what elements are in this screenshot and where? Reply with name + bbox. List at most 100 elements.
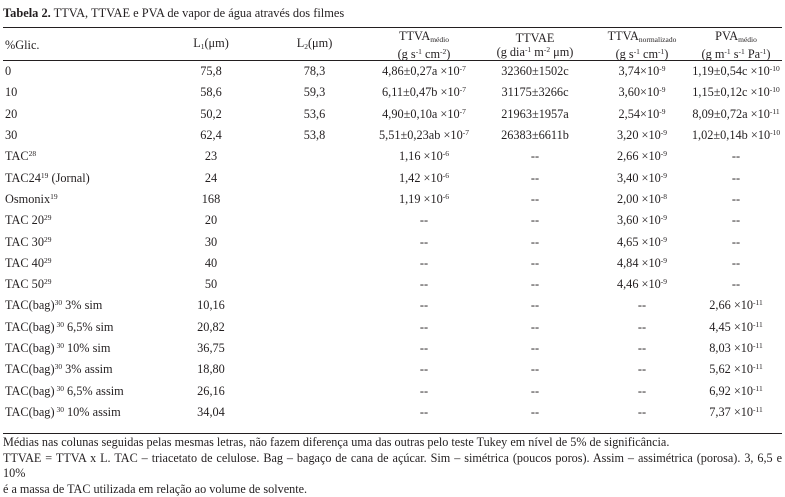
cell-pva-value: 1,02±0,14b ×10 — [692, 128, 770, 142]
cell-sample: TAC(bag)30 3% assim — [3, 359, 145, 380]
cell-ttva: 1,19 ×10-6 — [372, 189, 476, 210]
cell-l1-value: 62,4 — [200, 128, 222, 142]
cell-ttvan-exponent: -9 — [661, 171, 667, 180]
cell-ttva-value: -- — [420, 298, 428, 312]
cell-ttvan: -- — [594, 402, 690, 423]
cell-ttvan-value: -- — [638, 384, 646, 398]
cell-ttvan-value: 3,20 ×10 — [617, 128, 661, 142]
cell-sample-suffix: (Jornal) — [48, 171, 89, 185]
header-l2-unit: (μm) — [308, 36, 332, 50]
cell-ttva-value: -- — [420, 277, 428, 291]
cell-ttvan: 2,66 ×10-9 — [594, 146, 690, 167]
cell-l2 — [257, 167, 372, 188]
header-pva-text: PVA — [715, 29, 738, 43]
header-row: %Glic. L1(μm) L2(μm) TTVAmédio(g s-1 cm-… — [3, 30, 782, 61]
cell-sample-suffix: 10% assim — [64, 405, 121, 419]
cell-pva: 8,03 ×10-11 — [690, 338, 782, 359]
cell-pva-exponent: -11 — [753, 298, 763, 307]
cell-l1: 10,16 — [145, 295, 257, 316]
cell-l1-value: 40 — [205, 256, 217, 270]
cell-sample-ref: 30 — [55, 384, 64, 393]
cell-l2: 53,6 — [257, 104, 372, 125]
cell-ttvan-exponent: -9 — [661, 213, 667, 222]
cell-ttvan: 3,74×10-9 — [594, 61, 690, 82]
header-ttva-sub: médio — [430, 35, 449, 44]
header-l1-unit: (μm) — [204, 36, 228, 50]
cell-l1-value: 168 — [202, 192, 220, 206]
cell-ttvan-exponent: -9 — [661, 235, 667, 244]
cell-ttvan-value: -- — [638, 405, 646, 419]
header-ttva-unit: (g s-1 cm-2) — [398, 47, 451, 61]
header-ttvae: TTVAE(g dia-1 m-2 μm) — [476, 30, 594, 61]
cell-l2-value: 53,6 — [304, 107, 326, 121]
cell-l1-value: 20 — [205, 213, 217, 227]
cell-ttva: 1,42 ×10-6 — [372, 167, 476, 188]
cell-ttvan: -- — [594, 338, 690, 359]
cell-ttvae: -- — [476, 231, 594, 252]
cell-l2 — [257, 402, 372, 423]
cell-ttvan-value: 2,66 ×10 — [617, 149, 661, 163]
cell-ttvan-exponent: -9 — [661, 128, 667, 137]
cell-pva-exponent: -11 — [753, 362, 763, 371]
header-ttva-text: TTVA — [399, 29, 430, 43]
cell-ttvan-value: -- — [638, 362, 646, 376]
table-caption: Tabela 2. TTVA, TTVAE e PVA de vapor de … — [3, 6, 344, 21]
cell-pva: 4,45 ×10-11 — [690, 317, 782, 338]
data-table: %Glic. L1(μm) L2(μm) TTVAmédio(g s-1 cm-… — [3, 30, 782, 423]
cell-ttva-value: -- — [420, 362, 428, 376]
cell-ttva-value: -- — [420, 341, 428, 355]
cell-pva: -- — [690, 146, 782, 167]
cell-ttvae-value: -- — [531, 171, 539, 185]
cell-sample: TAC 3029 — [3, 231, 145, 252]
cell-ttva: -- — [372, 317, 476, 338]
caption-label: Tabela 2. — [3, 6, 51, 20]
cell-l2 — [257, 317, 372, 338]
cell-ttvae-value: 31175±3266c — [501, 85, 568, 99]
footnote-line-1: Médias nas colunas seguidas pelas mesmas… — [3, 435, 782, 451]
cell-ttvae-value: -- — [531, 341, 539, 355]
cell-sample: TAC 5029 — [3, 274, 145, 295]
table-body: %Glic. L1(μm) L2(μm) TTVAmédio(g s-1 cm-… — [3, 30, 782, 423]
header-ttvan-sub: normalizado — [639, 35, 677, 44]
cell-l1: 36,75 — [145, 338, 257, 359]
cell-ttvae: -- — [476, 338, 594, 359]
cell-ttva: -- — [372, 253, 476, 274]
cell-ttvae: -- — [476, 359, 594, 380]
cell-ttvan-value: -- — [638, 298, 646, 312]
cell-pva: 1,19±0,54c ×10-10 — [690, 61, 782, 82]
cell-ttvae-value: -- — [531, 362, 539, 376]
bottom-rule — [3, 433, 782, 434]
cell-sample: TAC 2029 — [3, 210, 145, 231]
cell-l2 — [257, 210, 372, 231]
cell-l1: 30 — [145, 231, 257, 252]
cell-sample-name: 20 — [5, 107, 17, 121]
cell-pva-value: -- — [732, 192, 740, 206]
footnote-line-2: TTVAE = TTVA x L. TAC – triacetato de ce… — [3, 451, 782, 482]
cell-pva: -- — [690, 167, 782, 188]
cell-ttva-value: -- — [420, 384, 428, 398]
cell-ttva-exponent: -7 — [463, 128, 469, 137]
cell-ttvan: 4,46 ×10-9 — [594, 274, 690, 295]
cell-ttva-value: -- — [420, 213, 428, 227]
header-pva: PVAmédio(g m-1 s-1 Pa-1) — [690, 30, 782, 61]
cell-pva: 8,09±0,72a ×10-11 — [690, 104, 782, 125]
cell-ttva: 6,11±0,47b ×10-7 — [372, 82, 476, 103]
cell-sample-ref: 29 — [44, 213, 52, 222]
cell-ttvae-value: -- — [531, 235, 539, 249]
cell-sample-name: TAC 50 — [5, 277, 44, 291]
cell-l2 — [257, 146, 372, 167]
cell-sample-ref: 29 — [44, 277, 52, 286]
cell-l1-value: 23 — [205, 149, 217, 163]
cell-pva-value: 1,19±0,54c ×10 — [692, 64, 770, 78]
cell-l1: 20 — [145, 210, 257, 231]
cell-pva-exponent: -11 — [753, 405, 763, 414]
cell-l2-value: 53,8 — [304, 128, 326, 142]
header-ttvae-unit: (g dia-1 m-2 μm) — [497, 45, 574, 59]
cell-l1-value: 36,75 — [197, 341, 225, 355]
cell-ttvae: 32360±1502c — [476, 61, 594, 82]
cell-l2: 53,8 — [257, 125, 372, 146]
